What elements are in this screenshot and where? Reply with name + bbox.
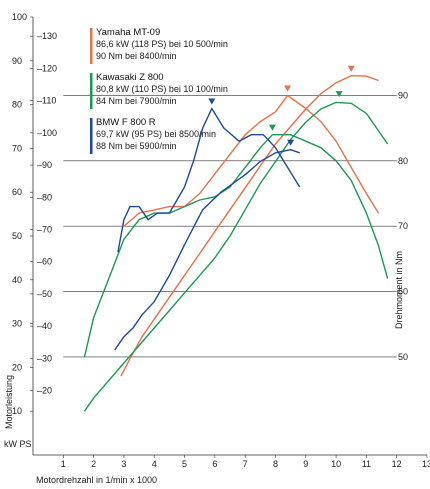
y-axis-ps-tick-label: –90 (37, 160, 52, 170)
y-axis-right-label: Drehmoment in Nm (394, 251, 404, 329)
peak-power-marker (335, 91, 343, 98)
y-axis-ps-tick-label: –40 (37, 321, 52, 331)
power-curve (114, 148, 300, 351)
power-curve (83, 101, 389, 412)
power-curve (120, 74, 379, 377)
y-axis-kw-tick-label: 10 (12, 406, 22, 416)
y-axis-right-tick-label: 50 (398, 352, 408, 362)
torque-gridlines (63, 95, 397, 358)
legend-entry-spec: 90 Nm bei 8400/min (96, 51, 177, 61)
torque-curve (83, 133, 389, 358)
torque-curve (117, 107, 301, 253)
y-axis-left-units: kW PS (4, 439, 32, 449)
y-axis-ps-tick-label: –110 (37, 96, 56, 106)
legend-entry-spec: 69,7 kW (95 PS) bei 8500/min (96, 129, 216, 139)
y-axis-ps-tick-label: –50 (37, 289, 52, 299)
legend-color-bar (90, 28, 93, 64)
y-axis-kw-tick-label: 100 (12, 12, 27, 22)
y-axis-right-tick-label: 90 (398, 90, 408, 100)
x-axis-tick-label: 7 (243, 459, 248, 469)
peak-power-marker (287, 139, 295, 146)
y-axis-kw-tick-label: 20 (12, 362, 22, 372)
x-axis-tick-label: 10 (331, 459, 341, 469)
y-axis-kw-tick-label: 60 (12, 187, 22, 197)
peak-torque-marker (268, 124, 276, 131)
y-axis-kw-tick-label: 40 (12, 275, 22, 285)
x-axis-tick-label: 3 (121, 459, 126, 469)
x-axis-tick-label: 5 (182, 459, 187, 469)
x-axis-label: Motordrehzahl in 1/min x 1000 (36, 475, 157, 485)
legend-entry-name: Kawasaki Z 800 (96, 72, 164, 83)
y-axis-ps-tick-label: –120 (37, 63, 57, 73)
y-axis-kw-tick-label: 50 (12, 231, 22, 241)
y-axis-right-tick-label: 80 (398, 156, 408, 166)
y-axis-ps-tick-label: –130 (37, 31, 57, 41)
legend-entry-name: BMW F 800 R (96, 117, 156, 128)
y-axis-ps-tick-label: –30 (37, 353, 52, 363)
x-axis-tick-label: 2 (91, 459, 96, 469)
y-axis-left-label: Motorleistung (4, 375, 14, 429)
torque-curve (123, 94, 380, 227)
x-axis-tick-label: 9 (303, 459, 308, 469)
legend-entry-spec: 84 Nm bei 7900/min (96, 96, 177, 106)
peak-markers (208, 65, 355, 146)
peak-power-marker (347, 65, 355, 72)
legend-entry-name: Yamaha MT-09 (96, 27, 160, 38)
legend-color-bar (90, 73, 93, 109)
x-axis-tick-label: 1 (61, 459, 66, 469)
y-axis-ps-tick-label: –60 (37, 257, 52, 267)
series-lines (83, 74, 389, 412)
x-axis-tick-label: 13 (422, 459, 430, 469)
axes: 50 60 70 80 90 10 20 30 40 50 60 70 80 90 100 –20 –30 –40… (12, 12, 430, 469)
peak-torque-marker (284, 85, 292, 92)
y-axis-kw-tick-label: 90 (12, 56, 22, 66)
y-axis-right-tick-label: 60 (398, 287, 408, 297)
legend-entry-spec: 80,8 kW (110 PS) bei 10 100/min (96, 84, 228, 94)
peak-torque-marker (208, 98, 216, 105)
x-axis-tick-label: 11 (362, 459, 371, 469)
legend-color-bar (90, 118, 93, 154)
y-axis-ps-tick-label: –20 (37, 386, 52, 396)
legend-entry-spec: 88 Nm bei 5900/min (96, 141, 177, 151)
x-axis-tick-label: 4 (152, 459, 157, 469)
y-axis-kw-tick-label: 30 (12, 319, 22, 329)
x-axis-tick-label: 12 (392, 459, 402, 469)
x-axis-tick-label: 6 (212, 459, 217, 469)
y-axis-right-tick-label: 70 (398, 221, 408, 231)
y-axis-kw-tick-label: 80 (12, 100, 22, 110)
x-axis-tick-label: 8 (273, 459, 278, 469)
y-axis-kw-tick-label: 70 (12, 143, 22, 153)
y-axis-ps-tick-label: –80 (37, 192, 52, 202)
y-axis-ps-tick-label: –70 (37, 224, 52, 234)
legend-entry-spec: 86,6 kW (118 PS) bei 10 500/min (96, 39, 228, 49)
y-axis-ps-tick-label: –100 (37, 128, 57, 138)
